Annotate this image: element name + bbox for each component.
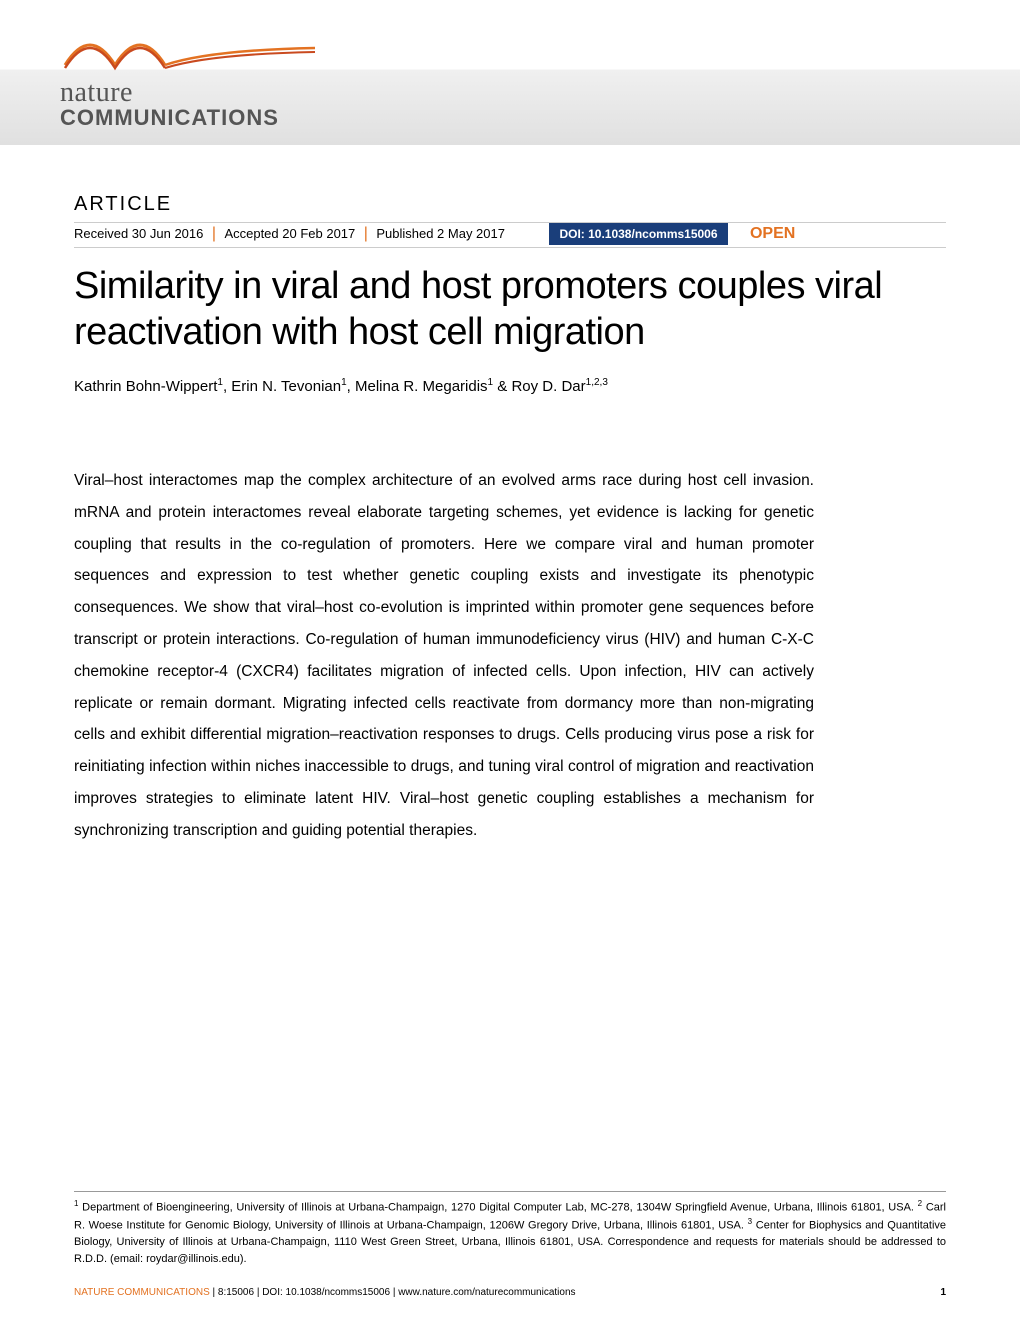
citation-line: NATURE COMMUNICATIONS | 8:15006 | DOI: 1… (74, 1287, 946, 1298)
author-list: Kathrin Bohn-Wippert1, Erin N. Tevonian1… (74, 377, 946, 395)
journal-logo: nature COMMUNICATIONS (60, 20, 320, 131)
journal-banner: nature COMMUNICATIONS (0, 0, 1020, 145)
citation-text: NATURE COMMUNICATIONS | 8:15006 | DOI: 1… (74, 1287, 576, 1298)
citation-journal: NATURE COMMUNICATIONS (74, 1287, 210, 1298)
citation-details: | 8:15006 | DOI: 10.1038/ncomms15006 | w… (210, 1287, 576, 1298)
divider (74, 247, 946, 248)
journal-name-bottom: COMMUNICATIONS (60, 105, 320, 131)
footer-divider (74, 1191, 946, 1192)
received-date: Received 30 Jun 2016 (74, 226, 203, 245)
published-date: Published 2 May 2017 (376, 226, 505, 245)
doi-badge[interactable]: DOI: 10.1038/ncomms15006 (549, 223, 727, 245)
accepted-date: Accepted 20 Feb 2017 (224, 226, 355, 245)
date-separator: | (208, 225, 220, 242)
page-number: 1 (940, 1287, 946, 1298)
affiliations: 1 Department of Bioengineering, Universi… (74, 1198, 946, 1267)
logo-swoosh-icon (60, 20, 320, 80)
article-title: Similarity in viral and host promoters c… (74, 264, 946, 355)
page-footer: 1 Department of Bioengineering, Universi… (74, 1191, 946, 1298)
article-type-label: ARTICLE (74, 193, 946, 216)
open-access-badge: OPEN (750, 225, 795, 243)
abstract-text: Viral–host interactomes map the complex … (74, 465, 814, 846)
article-body: ARTICLE Received 30 Jun 2016 | Accepted … (0, 145, 1020, 846)
date-separator: | (360, 225, 372, 242)
meta-row: Received 30 Jun 2016 | Accepted 20 Feb 2… (74, 223, 946, 245)
